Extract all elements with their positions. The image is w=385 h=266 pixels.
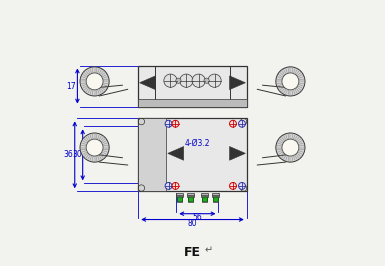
- Circle shape: [276, 133, 305, 162]
- Text: 56: 56: [192, 213, 202, 222]
- Circle shape: [282, 139, 299, 156]
- Circle shape: [86, 139, 103, 156]
- Bar: [138, 99, 247, 107]
- Polygon shape: [168, 147, 184, 160]
- Bar: [202, 196, 207, 202]
- Circle shape: [80, 133, 109, 162]
- Text: 4-Ø3.2: 4-Ø3.2: [184, 139, 210, 148]
- Circle shape: [204, 78, 209, 83]
- Bar: [213, 197, 218, 201]
- Circle shape: [80, 67, 109, 96]
- Bar: [177, 197, 182, 201]
- Circle shape: [165, 182, 172, 189]
- Circle shape: [86, 73, 103, 90]
- Bar: [138, 118, 247, 191]
- Bar: [213, 196, 218, 202]
- Text: 80: 80: [188, 219, 197, 228]
- Bar: [202, 197, 207, 201]
- Circle shape: [172, 182, 179, 189]
- Bar: [138, 65, 247, 107]
- Text: 17: 17: [66, 82, 75, 90]
- Bar: [188, 196, 193, 202]
- Circle shape: [164, 74, 177, 87]
- Circle shape: [165, 120, 172, 127]
- Circle shape: [239, 182, 245, 189]
- Polygon shape: [140, 76, 156, 90]
- Circle shape: [282, 73, 299, 90]
- Circle shape: [176, 78, 181, 83]
- Circle shape: [208, 74, 221, 87]
- Bar: [188, 197, 193, 201]
- Circle shape: [180, 74, 193, 87]
- Polygon shape: [229, 76, 245, 90]
- Bar: [212, 193, 219, 197]
- Bar: [187, 193, 194, 197]
- Circle shape: [229, 182, 236, 189]
- Bar: [177, 196, 182, 202]
- Circle shape: [276, 67, 305, 96]
- Text: 36: 36: [63, 150, 73, 159]
- Bar: [176, 193, 183, 197]
- Text: 30: 30: [72, 150, 82, 159]
- Text: FE: FE: [184, 246, 201, 259]
- Polygon shape: [229, 147, 245, 160]
- Text: ↵: ↵: [204, 246, 213, 256]
- Circle shape: [192, 74, 205, 87]
- Bar: [201, 193, 208, 197]
- Circle shape: [239, 120, 245, 127]
- Bar: [138, 118, 166, 191]
- Circle shape: [229, 120, 236, 127]
- Circle shape: [172, 120, 179, 127]
